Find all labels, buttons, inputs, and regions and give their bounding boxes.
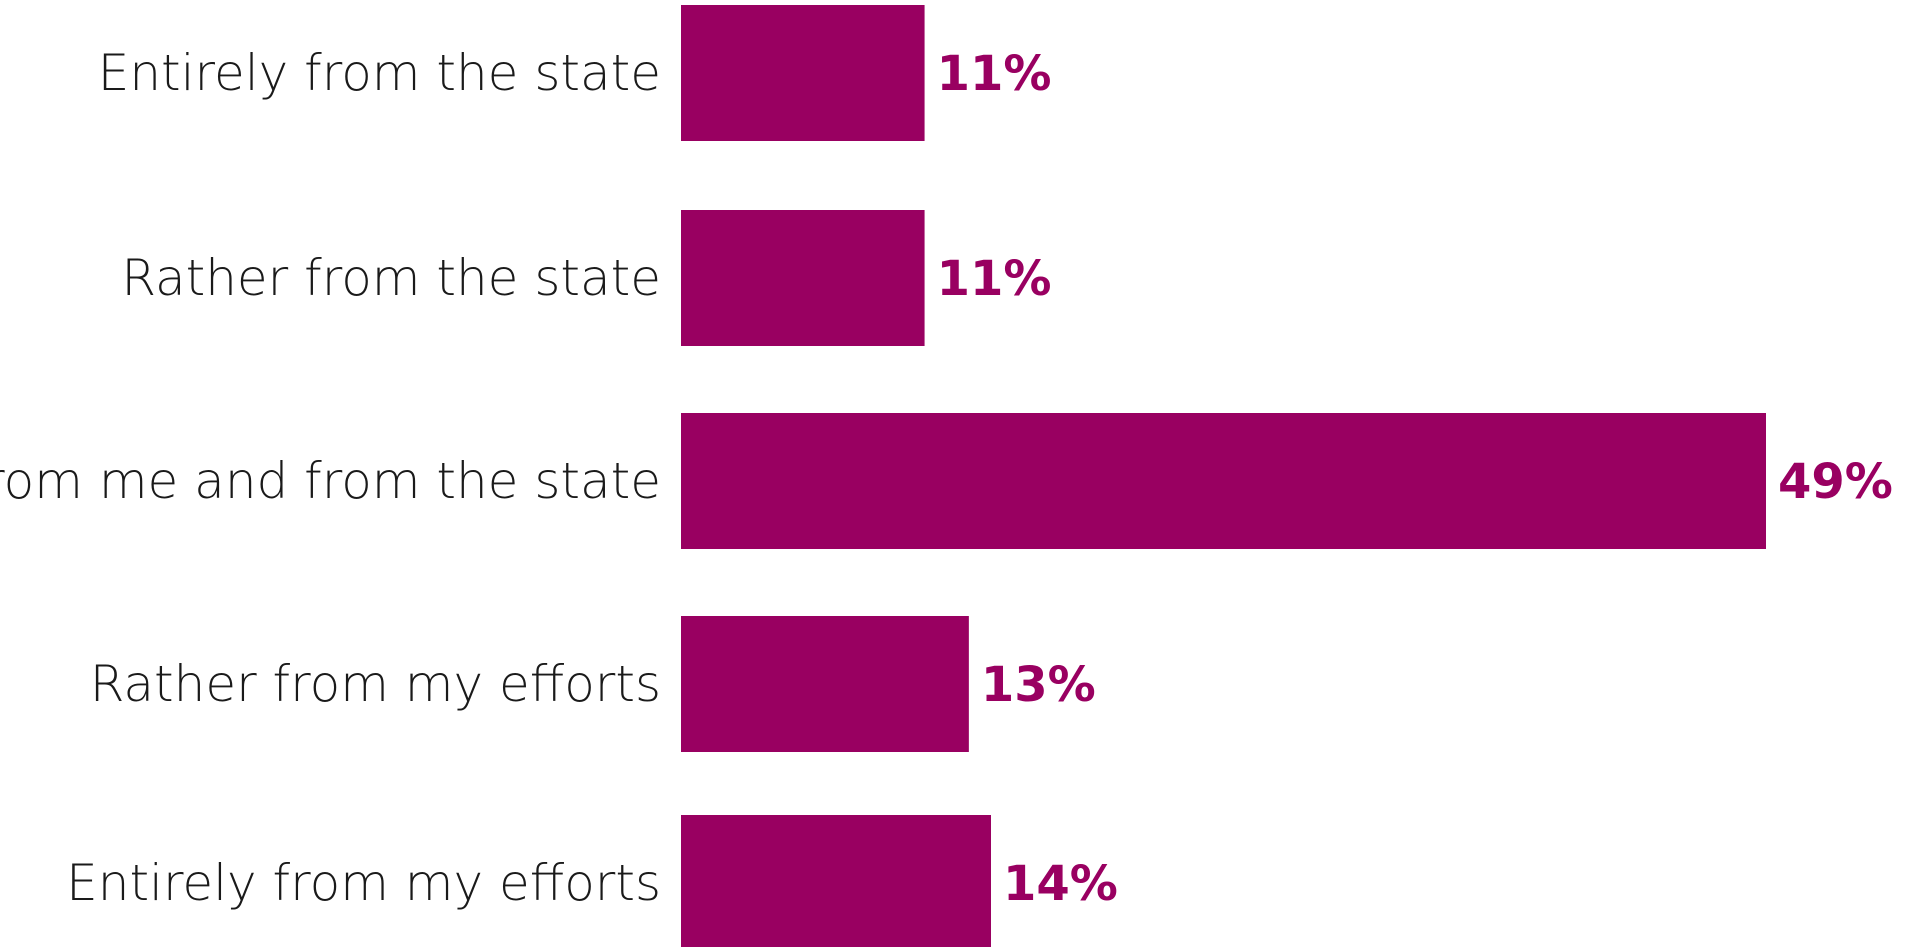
category-label: From me and from the state bbox=[0, 452, 661, 510]
value-label: 11% bbox=[937, 46, 1052, 102]
value-label: 14% bbox=[1003, 856, 1118, 912]
bar bbox=[681, 210, 925, 346]
value-label: 11% bbox=[937, 251, 1052, 307]
category-label: Rather from the state bbox=[121, 249, 661, 307]
bar bbox=[681, 5, 925, 141]
value-label: 13% bbox=[981, 657, 1096, 713]
value-label: 49% bbox=[1778, 454, 1893, 510]
category-label: Entirely from my efforts bbox=[66, 854, 661, 912]
category-label: Entirely from the state bbox=[98, 44, 661, 102]
bar bbox=[681, 616, 969, 752]
category-label: Rather from my efforts bbox=[90, 655, 661, 713]
bar bbox=[681, 815, 991, 951]
bar bbox=[681, 413, 1766, 549]
